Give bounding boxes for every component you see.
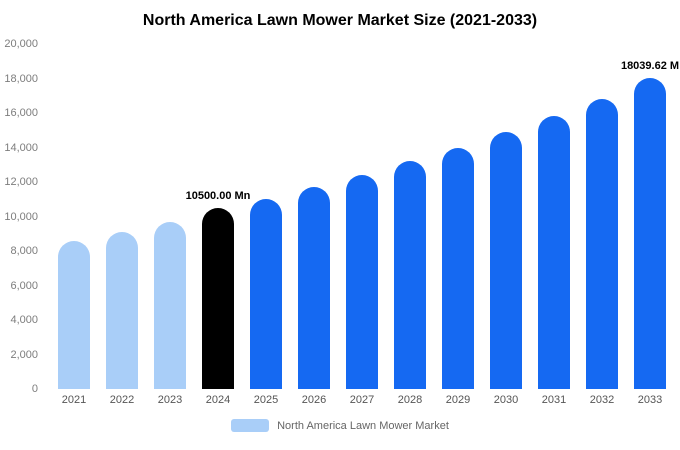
plot-area: 0 2,000 4,000 6,000 8,000 10,000 12,000 14,000 1… (4, 38, 679, 395)
bar-group (98, 44, 146, 389)
bar-2026 (298, 187, 330, 389)
bar-2022 (106, 232, 138, 389)
bar-2021 (58, 240, 90, 389)
bar-2027 (346, 175, 378, 389)
x-tick-label: 2024 (205, 394, 231, 406)
bar-value-label: 18039.62 M (620, 59, 680, 72)
bars-plot: 10500.00 Mn 18039.62 M (50, 44, 679, 389)
bar-group (146, 44, 194, 389)
bar-2028 (394, 161, 426, 389)
y-tick-label: 8,000 (10, 245, 38, 257)
bar-2025 (250, 199, 282, 389)
bar-group (530, 44, 578, 389)
bar-2030 (490, 131, 522, 389)
x-tick-label: 2033 (637, 394, 663, 406)
bar-2024 (202, 207, 234, 389)
x-tick-label: 2023 (157, 394, 183, 406)
legend: North America Lawn Mower Market (0, 419, 680, 432)
x-tick-label: 2029 (445, 394, 471, 406)
y-tick-label: 14,000 (4, 141, 38, 154)
x-tick-label: 2026 (301, 394, 327, 406)
x-tick-label: 2030 (493, 394, 519, 406)
x-tick-label: 2028 (397, 394, 423, 406)
bar-2033 (634, 77, 666, 389)
y-tick-label: 20,000 (4, 38, 38, 50)
legend-label: North America Lawn Mower Market (277, 419, 449, 432)
chart-title: North America Lawn Mower Market Size (20… (142, 12, 538, 29)
x-tick-label: 2025 (253, 394, 279, 406)
bar-group (386, 44, 434, 389)
y-tick-label: 18,000 (4, 72, 38, 85)
x-tick-label: 2027 (349, 394, 375, 406)
bar-2031 (538, 116, 570, 389)
y-tick-label: 4,000 (10, 314, 38, 326)
bar-value-label: 10500.00 Mn (185, 189, 251, 202)
y-tick-label: 2,000 (10, 348, 38, 361)
y-tick-label: 16,000 (4, 107, 38, 119)
bar-group (290, 44, 338, 389)
bar-group: 18039.62 M (621, 44, 679, 389)
bar-group (482, 44, 530, 389)
y-tick-label: 10,000 (4, 210, 38, 223)
bar-group (50, 44, 98, 389)
x-axis: 2021 2022 2023 2024 2025 2026 2027 2028 2029 2030… (50, 389, 674, 411)
bar-2023 (154, 221, 186, 389)
bar-group (578, 44, 626, 389)
bar-group (242, 44, 290, 389)
bar-group (338, 44, 386, 389)
y-tick-label: 12,000 (4, 176, 38, 188)
y-tick-label: 0 (31, 383, 38, 395)
legend-swatch-icon (231, 419, 270, 432)
bar-2032 (586, 99, 618, 389)
bar-group: 10500.00 Mn (186, 44, 250, 389)
x-tick-label: 2032 (589, 394, 615, 406)
y-axis: 0 2,000 4,000 6,000 8,000 10,000 12,000 14,000 1… (0, 38, 44, 395)
bar-group (434, 44, 482, 389)
x-tick-label: 2021 (61, 394, 87, 406)
bar-2029 (442, 147, 474, 389)
x-tick-label: 2022 (109, 394, 135, 406)
x-tick-label: 2031 (541, 394, 567, 406)
y-tick-label: 6,000 (10, 279, 38, 292)
